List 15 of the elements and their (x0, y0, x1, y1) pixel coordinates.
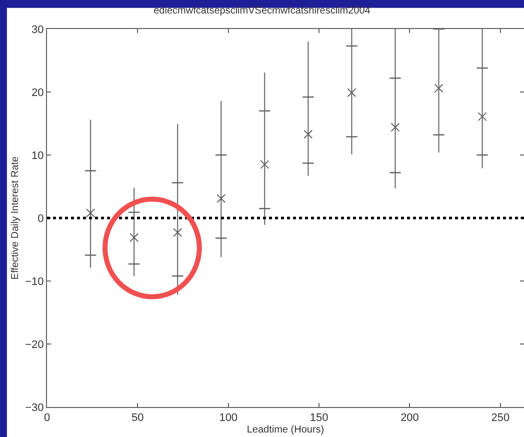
x-axis-title: Leadtime (Hours) (246, 424, 324, 436)
y-axis-title: Effective Daily Interest Rate (10, 156, 22, 280)
x-tick-label: 150 (310, 412, 328, 424)
x-tick-label: 200 (400, 412, 419, 424)
y-tick-label: −30 (25, 402, 44, 414)
chart-title: ediecmwfcatsepsclimVSecmwfcatshiresclim2004 (154, 6, 371, 17)
y-tick-label: −20 (25, 338, 44, 351)
y-tick-label: 30 (32, 24, 44, 36)
y-tick-label: −10 (25, 276, 44, 288)
y-tick-label: 0 (38, 212, 44, 225)
x-tick-label: 50 (132, 412, 144, 424)
x-tick-label: 250 (491, 412, 510, 424)
x-tick-label: 100 (219, 412, 238, 424)
y-tick-label: 20 (32, 86, 44, 99)
y-tick-label: 10 (32, 150, 44, 162)
